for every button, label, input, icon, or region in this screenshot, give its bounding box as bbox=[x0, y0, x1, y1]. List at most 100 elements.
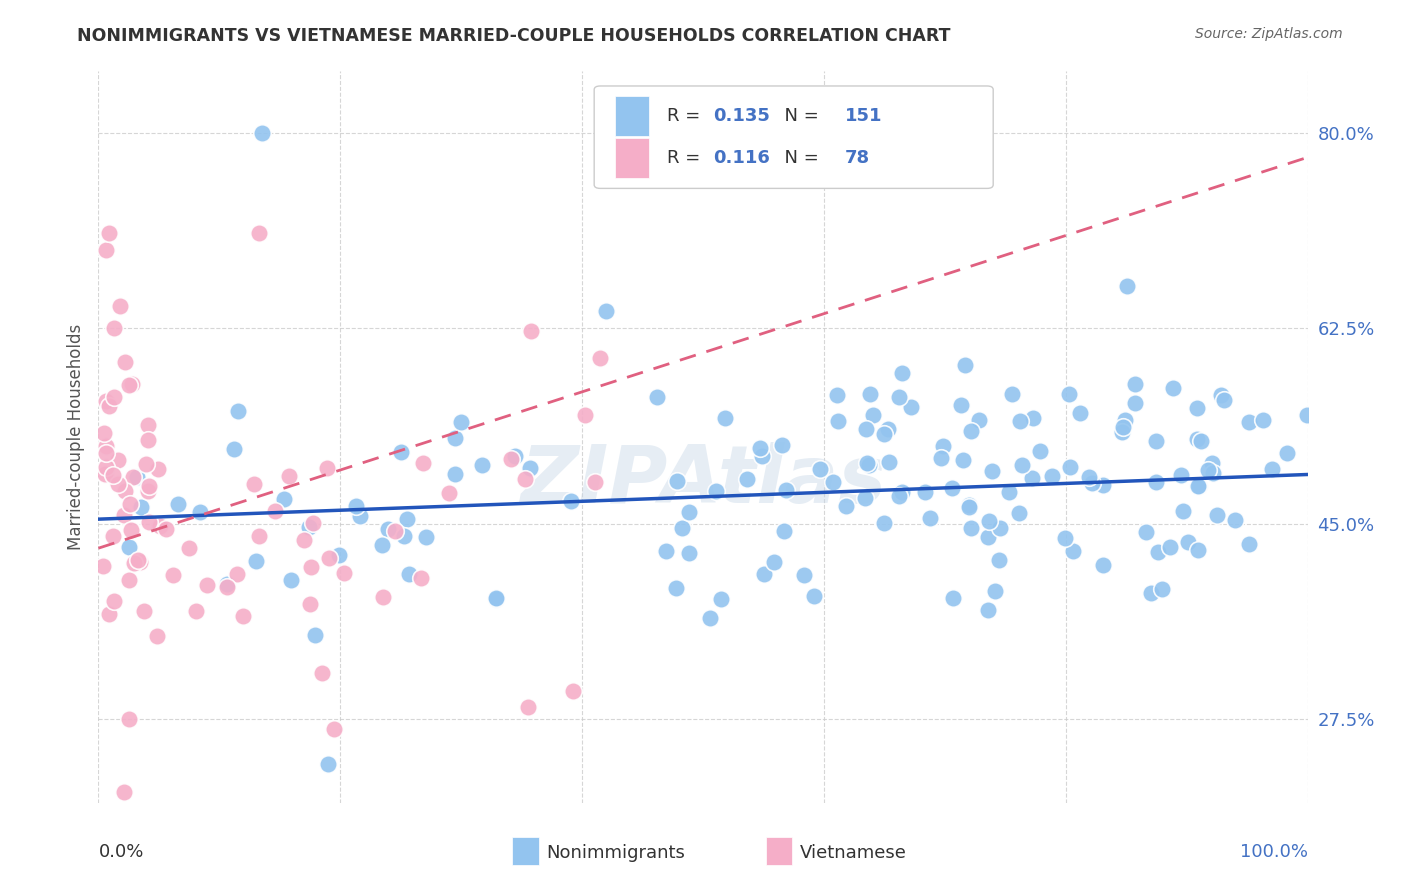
Point bbox=[1069, 406, 1091, 420]
Point bbox=[704, 483, 727, 498]
Point bbox=[120, 523, 142, 537]
Point bbox=[713, 411, 735, 425]
Point bbox=[377, 522, 399, 536]
Point bbox=[1187, 432, 1209, 446]
Point bbox=[316, 460, 339, 475]
Point bbox=[1091, 558, 1114, 572]
Point bbox=[389, 444, 412, 458]
Point bbox=[889, 489, 911, 503]
Point bbox=[250, 126, 273, 140]
Point bbox=[98, 400, 121, 414]
Point bbox=[1144, 434, 1167, 449]
Point bbox=[411, 571, 433, 585]
Point bbox=[247, 529, 270, 543]
Y-axis label: Married-couple Households: Married-couple Households bbox=[66, 324, 84, 550]
Point bbox=[1201, 456, 1223, 470]
Point bbox=[1114, 413, 1136, 427]
Point bbox=[1163, 381, 1185, 395]
Point bbox=[1197, 463, 1219, 477]
Text: N =: N = bbox=[773, 149, 825, 167]
Point bbox=[311, 666, 333, 681]
Point bbox=[112, 508, 135, 522]
Point bbox=[443, 431, 465, 445]
Point bbox=[775, 483, 797, 498]
Point bbox=[1144, 475, 1167, 490]
Point bbox=[900, 401, 922, 415]
Point bbox=[513, 472, 536, 486]
Point bbox=[344, 499, 367, 513]
Point bbox=[1152, 582, 1174, 596]
Point bbox=[862, 409, 884, 423]
Point bbox=[217, 580, 239, 594]
Point bbox=[960, 424, 983, 438]
Point bbox=[188, 505, 211, 519]
Text: R =: R = bbox=[666, 107, 706, 125]
Point bbox=[891, 366, 914, 380]
Point bbox=[292, 533, 315, 547]
Point bbox=[103, 593, 125, 607]
Point bbox=[1296, 408, 1319, 422]
Point bbox=[184, 604, 207, 618]
Point bbox=[444, 467, 467, 481]
Point bbox=[245, 553, 267, 567]
Point bbox=[671, 521, 693, 535]
Point bbox=[1187, 479, 1209, 493]
Point bbox=[412, 456, 434, 470]
Point bbox=[94, 243, 117, 257]
Point bbox=[280, 573, 302, 587]
Point bbox=[1062, 544, 1084, 558]
Point bbox=[770, 437, 793, 451]
Point bbox=[117, 377, 139, 392]
Point bbox=[1159, 540, 1181, 554]
Point bbox=[103, 390, 125, 404]
Point bbox=[1170, 468, 1192, 483]
Point bbox=[96, 446, 118, 460]
Point bbox=[1237, 537, 1260, 551]
Point bbox=[952, 452, 974, 467]
Point bbox=[1237, 415, 1260, 429]
Point bbox=[1123, 377, 1146, 392]
Text: Vietnamese: Vietnamese bbox=[800, 844, 907, 862]
Point bbox=[1081, 475, 1104, 490]
Point bbox=[1123, 396, 1146, 410]
Point bbox=[316, 756, 339, 771]
Point bbox=[118, 573, 141, 587]
Point bbox=[1147, 545, 1170, 559]
Point bbox=[1021, 470, 1043, 484]
Point bbox=[772, 524, 794, 538]
Point bbox=[1251, 413, 1274, 427]
Point bbox=[877, 455, 900, 469]
Point bbox=[485, 592, 508, 607]
Point bbox=[1135, 525, 1157, 540]
Point bbox=[516, 699, 538, 714]
Point bbox=[128, 555, 150, 569]
Point bbox=[138, 479, 160, 493]
Point bbox=[226, 567, 249, 582]
Point bbox=[1010, 414, 1032, 428]
Text: Nonimmigrants: Nonimmigrants bbox=[546, 844, 685, 862]
Point bbox=[835, 499, 858, 513]
Point bbox=[302, 516, 325, 531]
Text: N =: N = bbox=[773, 107, 825, 125]
Point bbox=[98, 227, 121, 241]
Point bbox=[101, 468, 124, 483]
Point bbox=[485, 591, 508, 605]
Point bbox=[1040, 469, 1063, 483]
Point bbox=[876, 421, 898, 435]
Point bbox=[1187, 401, 1209, 416]
Point bbox=[645, 391, 668, 405]
Point bbox=[983, 584, 1005, 599]
Point bbox=[1213, 393, 1236, 408]
Point bbox=[1054, 531, 1077, 545]
Point bbox=[1115, 279, 1137, 293]
Point bbox=[678, 546, 700, 560]
Point bbox=[955, 359, 977, 373]
Point bbox=[148, 462, 170, 476]
Point bbox=[136, 433, 159, 447]
Point bbox=[247, 226, 270, 240]
Point bbox=[1277, 446, 1299, 460]
FancyBboxPatch shape bbox=[595, 86, 993, 188]
Point bbox=[589, 351, 612, 365]
Point bbox=[793, 568, 815, 582]
Point bbox=[957, 498, 980, 512]
